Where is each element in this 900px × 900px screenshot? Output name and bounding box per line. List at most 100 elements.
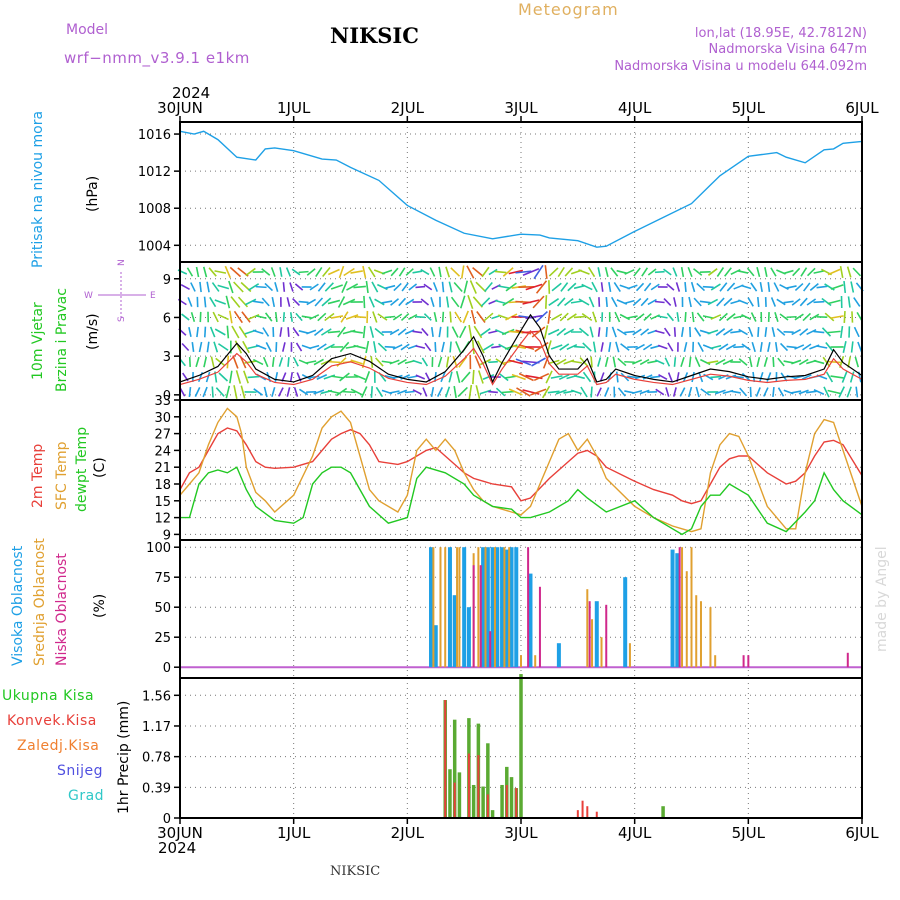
wind-arrow xyxy=(639,389,650,395)
wind-arrow xyxy=(488,390,498,394)
wind-arrow xyxy=(483,312,494,322)
wind-arrow xyxy=(791,328,802,336)
y-tick-label: 75 xyxy=(154,571,171,586)
wind-arrow xyxy=(298,270,309,274)
wind-arrow xyxy=(676,312,680,322)
wind-arrow xyxy=(501,390,515,394)
wind-arrow xyxy=(502,297,515,307)
wind-arrow xyxy=(415,374,426,380)
wind-arrow xyxy=(421,357,429,367)
wind-arrow xyxy=(244,298,257,306)
wind-arrow xyxy=(195,356,200,368)
wind-arrow xyxy=(392,313,403,321)
wind-arrow xyxy=(573,345,585,349)
high-cloud-bar xyxy=(514,547,519,668)
wind-arrow xyxy=(397,358,407,366)
wind-arrow xyxy=(741,343,751,351)
wind-arrow xyxy=(710,344,722,350)
wind-arrow xyxy=(404,390,415,394)
wind-arrow xyxy=(640,328,650,336)
conv-precip-bar xyxy=(444,700,447,818)
wind-arrow xyxy=(604,387,610,397)
wind-arrow xyxy=(316,343,327,351)
wind-arrow xyxy=(841,371,848,383)
wind-arrow xyxy=(722,359,734,365)
wind-arrow xyxy=(570,389,582,395)
wind-arrow xyxy=(381,360,393,364)
mid-cloud-bar xyxy=(695,595,698,668)
wind-arrow xyxy=(264,282,274,292)
wind-arrow xyxy=(563,328,575,336)
wind-arrow xyxy=(224,265,232,279)
wind-arrow xyxy=(680,266,685,278)
wind-arrow xyxy=(573,374,585,380)
wind-arrow xyxy=(481,266,490,278)
wind-arrow xyxy=(843,310,846,324)
conv-precip-bar xyxy=(467,753,470,818)
wind-arrow xyxy=(675,282,681,292)
wind-arrow xyxy=(313,328,324,336)
wind-arrow xyxy=(827,299,841,305)
wind-arrow xyxy=(849,371,855,383)
wind-arrow xyxy=(350,270,363,274)
wind-arrow xyxy=(647,268,657,276)
wind-arrow xyxy=(217,313,229,321)
wind-arrow xyxy=(779,313,789,321)
wind-arrow xyxy=(604,267,609,277)
high-cloud-bar xyxy=(481,547,486,668)
wind-arrow xyxy=(755,387,761,397)
wind-arrow xyxy=(798,358,809,366)
wind-arrow xyxy=(767,282,771,292)
wind-arrow xyxy=(233,281,244,293)
wind-arrow xyxy=(794,313,804,321)
wind-arrow xyxy=(342,298,356,306)
wind-arrow xyxy=(321,297,332,307)
wind-arrow xyxy=(851,311,854,323)
wind-arrow xyxy=(342,390,356,394)
wind-arrow xyxy=(581,283,593,291)
wind-arrow xyxy=(683,342,688,352)
wind-arrow xyxy=(608,342,612,352)
wind-arrow xyxy=(217,284,230,290)
wind-arrow xyxy=(806,298,817,306)
total-precip-bar xyxy=(471,784,476,818)
conv-precip-bar xyxy=(477,755,480,818)
wind-arrow xyxy=(225,385,231,399)
wind-arrow xyxy=(559,343,570,351)
wind-arrow xyxy=(772,386,775,398)
y-tick-label: 9 xyxy=(163,528,171,543)
wind-arrow xyxy=(293,387,299,397)
wind-arrow xyxy=(673,357,677,367)
high-cloud-bar xyxy=(623,577,628,668)
wind-arrow xyxy=(655,388,665,396)
wind-arrow xyxy=(362,325,366,339)
wind-arrow xyxy=(365,280,369,294)
wind-arrow xyxy=(813,300,825,304)
wind-arrow xyxy=(767,342,771,352)
wind-arrow xyxy=(450,296,460,308)
conv-precip-bar xyxy=(595,811,598,818)
wind-arrow xyxy=(673,297,677,307)
wind-arrow xyxy=(209,296,217,308)
wind-arrow xyxy=(684,312,687,322)
wind-arrow xyxy=(654,329,665,335)
wind-arrow xyxy=(421,327,429,337)
wind-arrow xyxy=(313,389,325,395)
wind-arrow xyxy=(274,311,278,323)
wind-arrow xyxy=(286,297,291,307)
wind-arrow xyxy=(794,282,804,292)
t2m-line xyxy=(179,427,863,505)
page-title: NIKSIC xyxy=(330,23,419,48)
wind-arrow xyxy=(226,325,230,339)
wind-arrow xyxy=(190,282,196,292)
wind-arrow xyxy=(700,358,711,366)
wind-arrow xyxy=(397,389,408,395)
wind-arrow xyxy=(548,298,560,306)
wind-arrow xyxy=(827,389,841,395)
wind-arrow xyxy=(295,312,303,322)
wind-arrow xyxy=(438,326,442,338)
wind-arrow xyxy=(748,356,753,368)
wind-arrow xyxy=(229,266,242,278)
mid-cloud-bar xyxy=(484,547,487,668)
wind-arrow xyxy=(620,343,630,351)
